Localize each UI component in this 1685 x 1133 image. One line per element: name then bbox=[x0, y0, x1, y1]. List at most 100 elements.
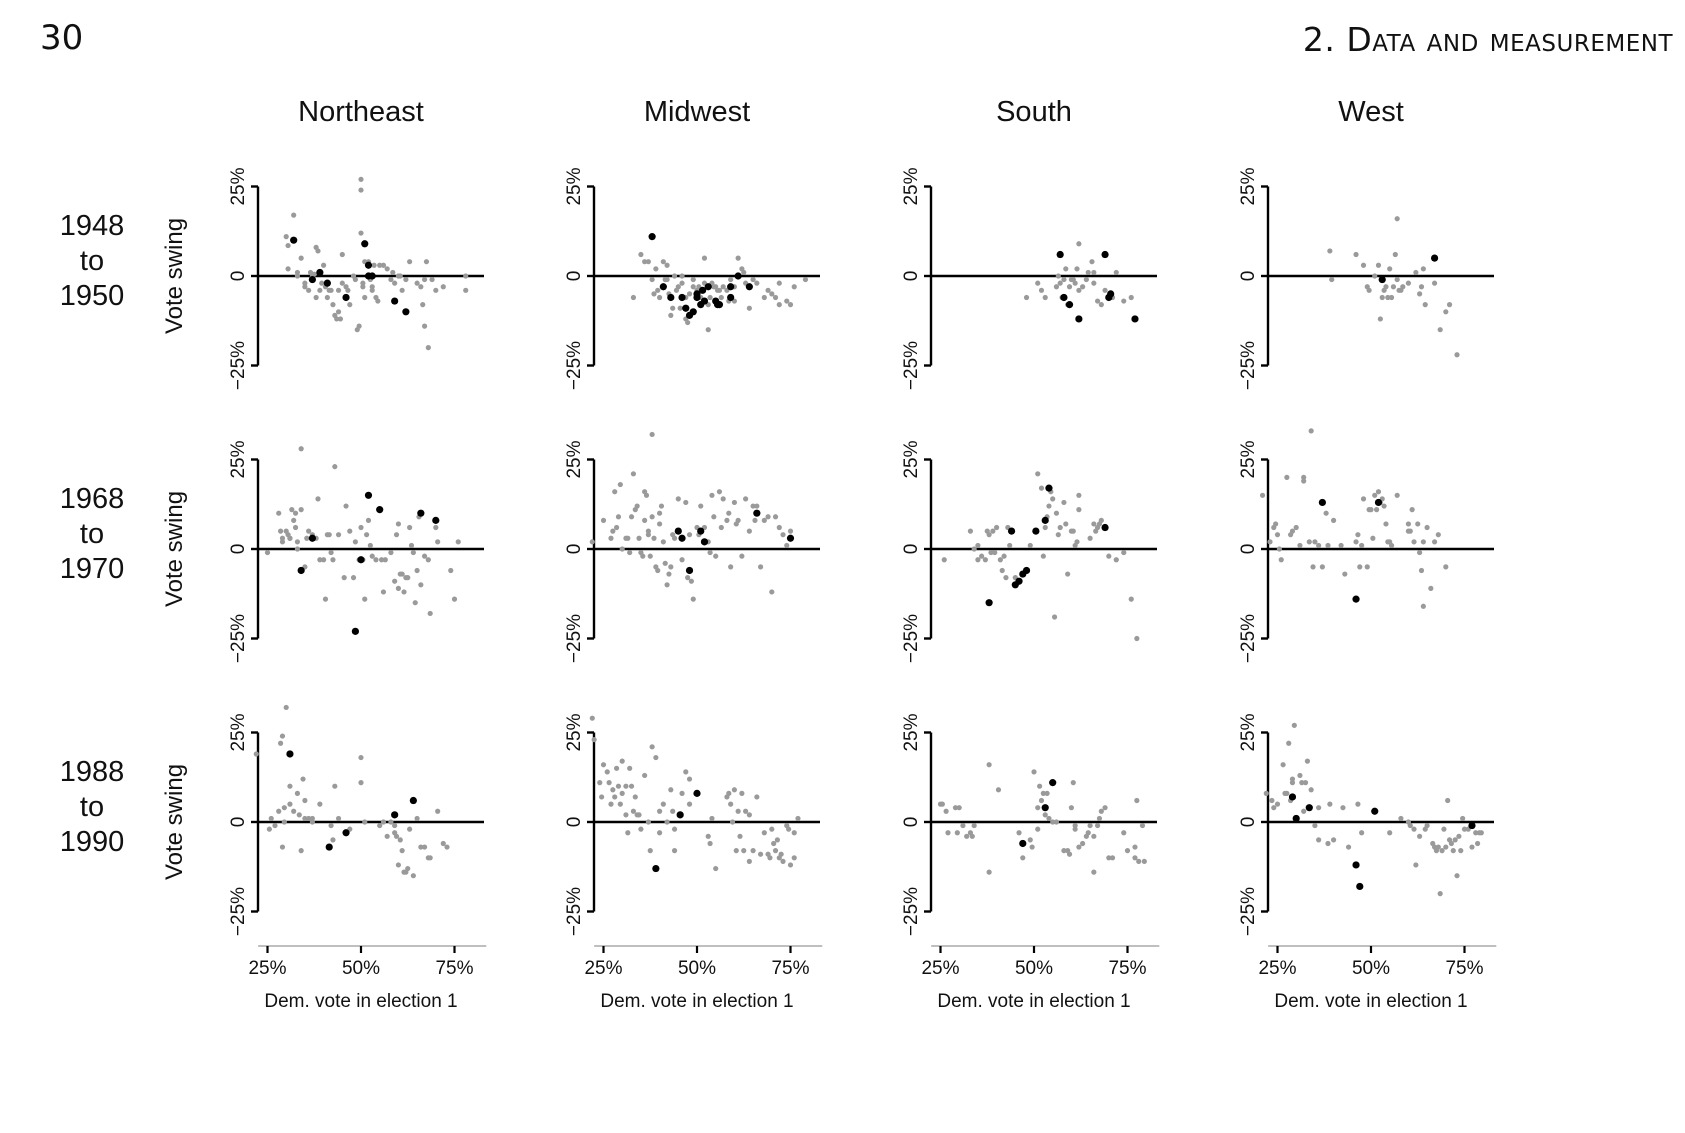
data-point-black bbox=[1032, 527, 1040, 535]
data-point-gray bbox=[1390, 284, 1397, 290]
data-point-gray bbox=[1385, 294, 1391, 301]
data-point-black bbox=[308, 534, 316, 542]
data-point-gray bbox=[1055, 532, 1061, 538]
data-point-gray bbox=[754, 280, 760, 286]
data-point-gray bbox=[1027, 542, 1033, 549]
data-point-gray bbox=[671, 535, 678, 541]
data-point-gray bbox=[384, 266, 390, 272]
data-point-gray bbox=[1089, 259, 1095, 265]
data-point-gray bbox=[645, 259, 651, 265]
data-point-gray bbox=[279, 539, 286, 545]
y-tick-label: −25% bbox=[1238, 887, 1259, 936]
data-point-gray bbox=[1372, 492, 1378, 498]
data-point-gray bbox=[335, 532, 342, 538]
data-point-gray bbox=[298, 255, 304, 261]
data-point-gray bbox=[1072, 280, 1078, 286]
data-point-gray bbox=[1284, 790, 1290, 796]
data-point-gray bbox=[1106, 855, 1112, 861]
data-point-gray bbox=[1029, 844, 1035, 850]
data-point-gray bbox=[395, 862, 401, 868]
x-axis-title: Dem. vote in election 1 bbox=[937, 991, 1130, 1012]
data-point-gray bbox=[664, 262, 670, 268]
data-point-gray bbox=[392, 578, 398, 584]
data-point-gray bbox=[655, 287, 661, 293]
data-point-gray bbox=[277, 740, 284, 746]
data-point-gray bbox=[1042, 812, 1048, 818]
data-point-black bbox=[1292, 814, 1300, 823]
data-point-gray bbox=[739, 553, 745, 559]
data-point-gray bbox=[384, 833, 390, 839]
data-point-gray bbox=[1066, 284, 1073, 290]
data-point-gray bbox=[1454, 873, 1460, 879]
data-point-gray bbox=[709, 815, 715, 822]
data-point-gray bbox=[1096, 815, 1103, 822]
data-point-gray bbox=[1420, 539, 1426, 545]
data-point-gray bbox=[757, 564, 764, 570]
data-point-gray bbox=[733, 848, 739, 854]
y-tick-label: 25% bbox=[901, 713, 922, 751]
data-point-gray bbox=[668, 787, 674, 793]
data-point-gray bbox=[287, 783, 293, 789]
data-point-gray bbox=[653, 754, 659, 761]
data-point-gray bbox=[960, 822, 966, 829]
data-point-black bbox=[1007, 527, 1016, 535]
data-point-gray bbox=[975, 557, 981, 563]
data-point-gray bbox=[660, 539, 666, 545]
data-point-gray bbox=[1035, 805, 1041, 811]
data-point-black bbox=[361, 240, 369, 248]
data-point-gray bbox=[1340, 805, 1346, 811]
data-point-gray bbox=[1121, 549, 1127, 556]
data-point-gray bbox=[746, 858, 752, 864]
data-point-gray bbox=[1080, 284, 1086, 290]
data-point-gray bbox=[971, 546, 977, 552]
data-point-gray bbox=[649, 431, 655, 438]
data-point-gray bbox=[664, 582, 670, 588]
data-point-gray bbox=[1106, 553, 1112, 559]
data-point-gray bbox=[1046, 503, 1052, 509]
data-point-gray bbox=[627, 549, 633, 556]
data-point-gray bbox=[690, 276, 696, 283]
data-point-gray bbox=[330, 557, 336, 563]
y-tick-label: 0 bbox=[228, 817, 249, 828]
data-point-gray bbox=[1038, 485, 1045, 491]
data-point-gray bbox=[1301, 474, 1307, 480]
data-point-gray bbox=[393, 532, 400, 538]
data-point-gray bbox=[1085, 269, 1091, 276]
data-point-gray bbox=[1091, 833, 1097, 839]
data-point-gray bbox=[1473, 830, 1479, 836]
x-tick-label: 25% bbox=[1258, 958, 1296, 979]
data-point-gray bbox=[423, 259, 430, 265]
data-point-gray bbox=[675, 284, 681, 290]
y-tick-label: 25% bbox=[1238, 167, 1259, 205]
data-point-gray bbox=[1113, 269, 1119, 276]
data-point-gray bbox=[425, 557, 431, 563]
data-point-gray bbox=[414, 280, 420, 286]
data-point-gray bbox=[412, 600, 418, 606]
data-point-gray bbox=[304, 535, 310, 541]
data-point-gray bbox=[1293, 524, 1299, 531]
data-point-black bbox=[1374, 498, 1383, 507]
data-point-gray bbox=[1456, 833, 1462, 839]
data-point-gray bbox=[964, 833, 970, 839]
data-point-gray bbox=[679, 273, 685, 279]
data-point-gray bbox=[675, 496, 681, 502]
data-point-gray bbox=[750, 503, 756, 509]
data-point-gray bbox=[309, 819, 315, 825]
data-point-gray bbox=[615, 514, 622, 520]
data-point-gray bbox=[731, 499, 738, 506]
data-point-gray bbox=[296, 812, 302, 818]
data-point-gray bbox=[276, 510, 282, 516]
data-point-black bbox=[1305, 804, 1313, 812]
y-tick-label: −25% bbox=[228, 887, 249, 936]
data-point-gray bbox=[1316, 542, 1322, 549]
data-point-gray bbox=[375, 298, 381, 304]
data-point-gray bbox=[720, 284, 726, 290]
data-point-gray bbox=[1007, 542, 1013, 549]
x-tick-label: 25% bbox=[921, 958, 959, 979]
data-point-gray bbox=[664, 276, 670, 283]
data-point-gray bbox=[285, 242, 291, 249]
data-point-black bbox=[1352, 595, 1360, 603]
data-point-gray bbox=[1016, 830, 1022, 836]
data-point-gray bbox=[1422, 302, 1428, 308]
data-point-gray bbox=[1319, 564, 1325, 570]
